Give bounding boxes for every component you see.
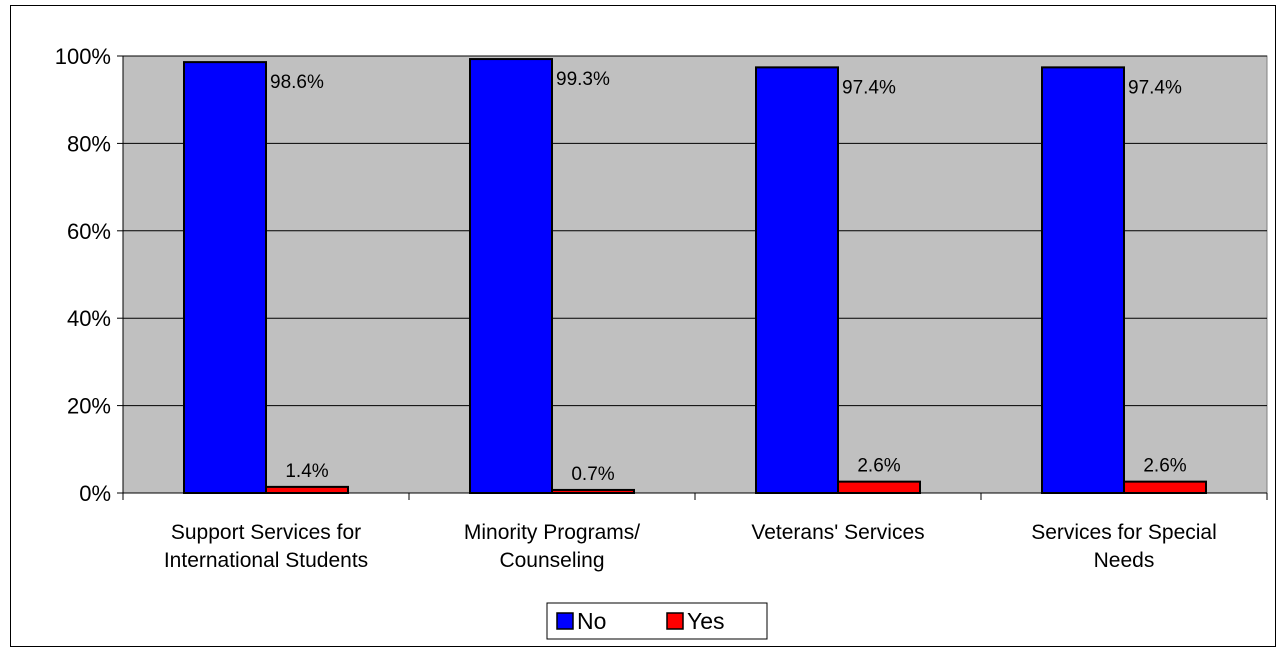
- legend-box: [546, 602, 768, 640]
- legend: No Yes: [546, 602, 768, 640]
- x-category-label: Veterans' Services: [751, 521, 924, 544]
- legend-swatch-no: [556, 612, 574, 630]
- data-label: 2.6%: [857, 456, 900, 477]
- bar-yes: [837, 480, 921, 495]
- data-label: 1.4%: [285, 461, 328, 482]
- data-label: 2.6%: [1143, 456, 1186, 477]
- data-label: 98.6%: [270, 72, 324, 93]
- data-label: 0.7%: [571, 464, 614, 485]
- x-axis: Support Services for International Studen…: [122, 492, 1268, 572]
- y-tick-label: 100%: [55, 44, 111, 69]
- x-category-label: Minority Programs/: [464, 521, 640, 544]
- legend-label: Yes: [687, 608, 725, 634]
- y-tick-label: 0%: [79, 481, 111, 506]
- y-axis: 0% 20% 40% 60% 80% 100%: [55, 44, 124, 506]
- y-tick-label: 20%: [67, 394, 111, 419]
- legend-label: No: [577, 608, 606, 634]
- data-label: 99.3%: [556, 69, 610, 90]
- x-category-label: Needs: [1094, 549, 1155, 572]
- x-category-label: International Students: [164, 549, 368, 572]
- data-label: 97.4%: [842, 77, 896, 98]
- bar-yes: [265, 485, 349, 494]
- y-tick-label: 40%: [67, 306, 111, 331]
- y-tick-label: 60%: [67, 219, 111, 244]
- data-labels: 98.6% 1.4% 99.3% 0.7% 97.4% 2.6% 97.4% 2.6%: [270, 69, 1187, 485]
- chart-frame: 0% 20% 40% 60% 80% 100% Support Services for I…: [10, 5, 1276, 647]
- x-category-label: Counseling: [499, 549, 604, 572]
- bar-no: [1041, 66, 1125, 494]
- legend-swatch-yes: [666, 612, 684, 630]
- bar-no: [755, 66, 839, 494]
- data-label: 97.4%: [1128, 77, 1182, 98]
- x-category-label: Support Services for: [171, 521, 361, 544]
- bar-no: [469, 58, 553, 495]
- bar-yes: [551, 488, 635, 495]
- x-category-label: Services for Special: [1031, 521, 1217, 544]
- bar-no: [183, 61, 267, 494]
- bar-yes: [1123, 480, 1207, 495]
- y-tick-label: 80%: [67, 131, 111, 156]
- bar-chart: 0% 20% 40% 60% 80% 100% Support Services for I…: [55, 44, 1268, 640]
- bars: [183, 58, 1207, 495]
